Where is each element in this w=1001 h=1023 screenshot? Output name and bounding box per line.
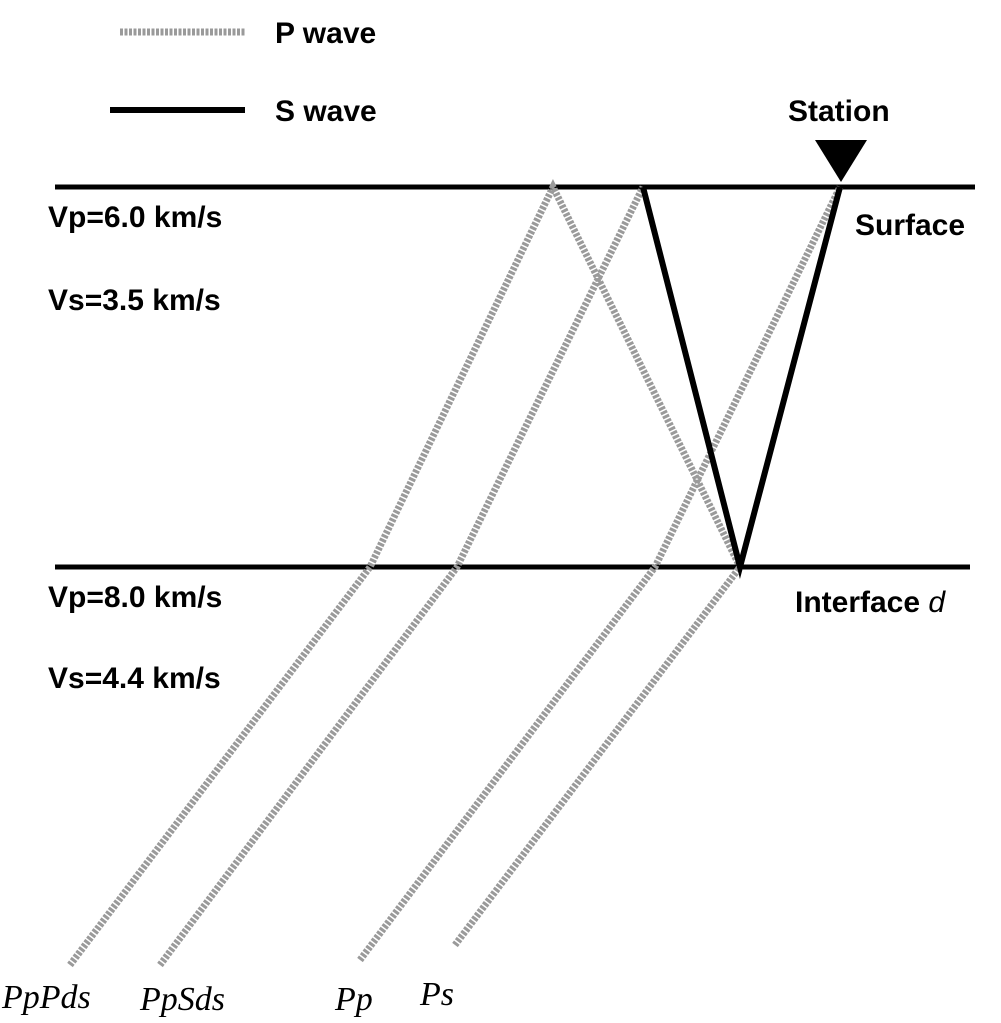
station-label: Station: [788, 95, 890, 128]
ray-label: Pp: [334, 981, 373, 1018]
ray-ppSds: [157, 185, 647, 968]
ray-label: PpSds: [139, 981, 225, 1018]
surface-label: Surface: [855, 209, 965, 242]
lower-vs: Vs=4.4 km/s: [48, 662, 221, 695]
ray-ps: [452, 564, 743, 948]
legend-p-label: P wave: [275, 17, 376, 50]
ray-ppPds: [67, 179, 744, 968]
interface-symbol: d: [928, 586, 946, 619]
interface-text: Interface: [795, 586, 920, 619]
ray-pp: [357, 185, 844, 963]
ray-s-legs: [640, 186, 843, 579]
legend-s-label: S wave: [275, 95, 377, 128]
interface-label: Interface d: [795, 586, 946, 619]
station-icon: [815, 140, 867, 182]
ray-label: Ps: [419, 976, 454, 1013]
upper-vs: Vs=3.5 km/s: [48, 284, 221, 317]
upper-vp: Vp=6.0 km/s: [48, 201, 222, 234]
lower-vp: Vp=8.0 km/s: [48, 581, 222, 614]
ray-label: PpPds: [1, 979, 91, 1016]
